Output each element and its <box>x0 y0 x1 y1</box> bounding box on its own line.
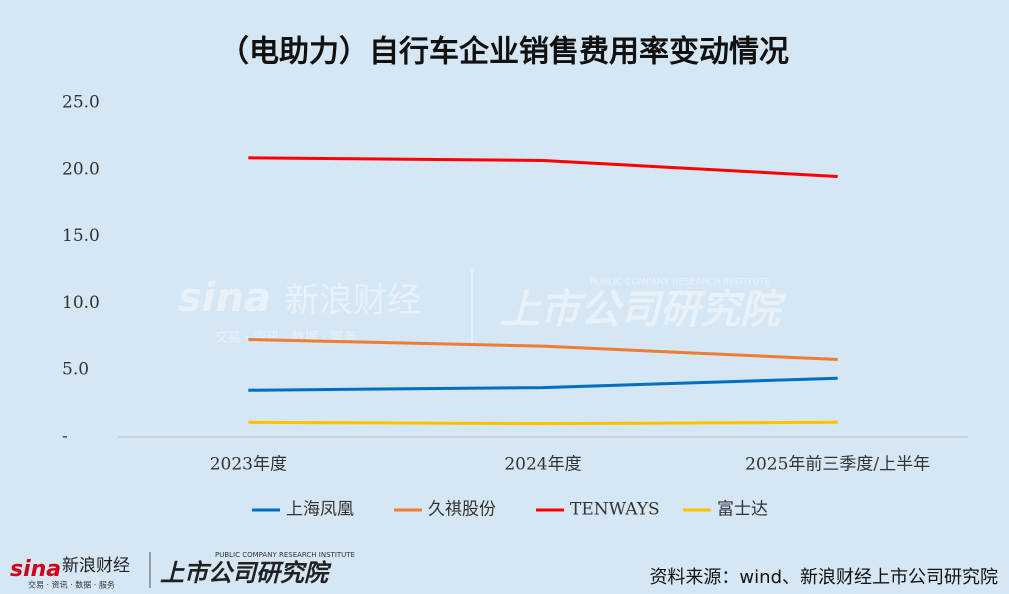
y-tick-label: - <box>62 427 68 447</box>
line-series <box>248 376 838 392</box>
legend-label: 富士达 <box>717 500 768 520</box>
watermark-institute: 上市公司研究院 <box>500 287 786 333</box>
legend-label: 久祺股份 <box>428 500 496 520</box>
watermark: sina 新浪财经 交易 · 资讯 · 数据 · 服务 上市公司研究院 PUBL… <box>178 270 786 346</box>
y-tick-label: 5.0 <box>62 360 89 380</box>
line-series <box>248 420 838 426</box>
legend-label: 上海凤凰 <box>286 500 354 520</box>
watermark-slogan: 交易 · 资讯 · 数据 · 服务 <box>215 330 356 346</box>
y-tick-label: 25.0 <box>62 93 100 113</box>
watermark-sina: sina <box>178 275 271 321</box>
line-series <box>248 337 838 362</box>
source-note: 资料来源：wind、新浪财经上市公司研究院 <box>649 567 998 588</box>
watermark-sina-name: 新浪财经 <box>285 281 421 321</box>
x-tick-label: 2025年前三季度/上半年 <box>745 455 930 475</box>
y-tick-label: 10.0 <box>62 293 100 313</box>
watermark-institute-en: PUBLIC COMPANY RESEARCH INSTITUTE <box>590 278 770 288</box>
line-series <box>248 156 838 178</box>
x-tick-label: 2023年度 <box>210 455 287 475</box>
x-tick-label: 2024年度 <box>504 455 581 475</box>
footer-institute-en: PUBLIC COMPANY RESEARCH INSTITUTE <box>215 551 355 559</box>
footer-sina-name: 新浪财经 <box>62 556 130 576</box>
footer-sina: sina <box>10 557 61 582</box>
footer-slogan: 交易 · 资讯 · 数据 · 服务 <box>28 580 115 590</box>
chart-title: （电助力）自行车企业销售费用率变动情况 <box>219 35 789 70</box>
footer-institute: 上市公司研究院 <box>160 559 332 587</box>
legend-label: TENWAYS <box>570 500 660 520</box>
y-tick-label: 15.0 <box>62 226 100 246</box>
y-tick-label: 20.0 <box>62 159 100 179</box>
